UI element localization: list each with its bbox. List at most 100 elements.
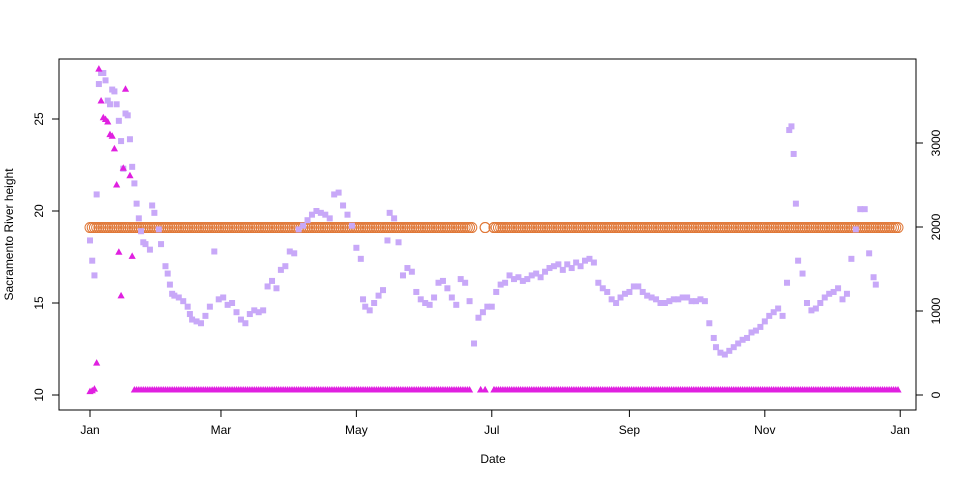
- height-point: [100, 70, 107, 76]
- height-point: [537, 274, 544, 281]
- height-point: [193, 318, 200, 325]
- height-point: [812, 305, 819, 312]
- height-point: [528, 272, 535, 279]
- height-point: [113, 101, 120, 108]
- height-point: [726, 347, 733, 354]
- height-point: [533, 270, 540, 277]
- flow-point: [104, 118, 112, 125]
- height-point: [87, 237, 93, 244]
- height-point: [151, 209, 158, 216]
- height-point: [353, 244, 360, 251]
- height-point: [761, 318, 768, 325]
- y-axis-left: 10 15 20 25: [32, 112, 60, 402]
- height-point: [399, 272, 406, 279]
- height-point: [688, 298, 695, 305]
- height-point: [497, 281, 504, 288]
- x-axis: Jan Mar May Jul Sep Nov Jan: [80, 409, 910, 437]
- height-point: [111, 88, 118, 95]
- height-point: [422, 300, 429, 306]
- height-point: [89, 257, 96, 264]
- height-point: [506, 272, 513, 279]
- height-point: [164, 270, 171, 277]
- height-point: [872, 281, 879, 288]
- height-point: [590, 259, 597, 266]
- height-point: [348, 222, 355, 229]
- height-point: [701, 298, 708, 305]
- flow-point: [465, 385, 474, 393]
- flow-point: [481, 385, 489, 393]
- height-point: [135, 215, 142, 222]
- height-point: [142, 241, 149, 248]
- height-point: [138, 228, 145, 235]
- height-point: [693, 298, 699, 305]
- height-point: [384, 237, 391, 244]
- height-point: [133, 200, 140, 207]
- height-point: [721, 351, 728, 358]
- height-point: [661, 300, 668, 306]
- height-point: [408, 268, 415, 275]
- height-point: [340, 202, 347, 209]
- y-tick-label: 10: [32, 388, 46, 402]
- height-point: [317, 209, 324, 216]
- height-point: [757, 323, 764, 330]
- height-point: [839, 296, 846, 303]
- height-point: [246, 311, 253, 318]
- x-tick-label: Jan: [891, 423, 910, 437]
- height-point: [706, 320, 713, 327]
- height-point: [542, 268, 549, 275]
- height-point: [861, 206, 868, 213]
- x-axis-label: Date: [480, 452, 506, 466]
- constant-point: [466, 222, 478, 234]
- flow-point: [121, 85, 130, 92]
- height-point: [146, 246, 153, 253]
- height-point: [91, 272, 98, 279]
- height-point: [106, 101, 113, 108]
- height-point: [435, 279, 442, 286]
- height-point: [215, 296, 222, 303]
- height-point: [444, 285, 451, 292]
- height-point: [186, 311, 193, 318]
- height-point: [331, 191, 338, 198]
- height-point: [866, 250, 873, 257]
- height-point: [666, 298, 673, 305]
- height-point: [206, 303, 213, 310]
- height-point: [417, 296, 424, 303]
- height-point: [273, 285, 280, 292]
- height-point: [404, 265, 411, 272]
- height-point: [712, 344, 719, 351]
- x-tick-label: Sep: [619, 423, 641, 437]
- height-point: [653, 296, 660, 303]
- height-point: [220, 294, 227, 301]
- height-point: [237, 316, 244, 323]
- height-point: [670, 296, 677, 303]
- height-point: [502, 279, 509, 286]
- height-point: [295, 226, 302, 233]
- height-point: [466, 298, 473, 305]
- height-point: [770, 309, 777, 316]
- height-point: [744, 334, 751, 341]
- height-point: [493, 288, 500, 295]
- height-point: [277, 266, 284, 273]
- height-point: [439, 277, 446, 284]
- height-point: [118, 138, 125, 145]
- height-point: [735, 340, 742, 347]
- height-point: [648, 294, 655, 301]
- height-point: [546, 265, 553, 272]
- height-point: [158, 241, 165, 248]
- height-point: [657, 300, 664, 306]
- height-point: [300, 222, 307, 229]
- height-point: [304, 217, 311, 224]
- height-point: [357, 255, 364, 262]
- flow-point: [110, 144, 119, 152]
- height-point: [149, 202, 156, 209]
- height-point: [391, 215, 398, 222]
- height-point: [803, 300, 810, 306]
- height-point: [788, 123, 795, 130]
- height-point: [126, 136, 133, 143]
- y-axis-label: Sacramento River height: [2, 168, 16, 301]
- height-point: [171, 292, 178, 299]
- height-point: [555, 261, 562, 268]
- x-tick-label: Mar: [211, 423, 232, 437]
- height-point: [251, 307, 258, 314]
- constant-point: [488, 222, 500, 234]
